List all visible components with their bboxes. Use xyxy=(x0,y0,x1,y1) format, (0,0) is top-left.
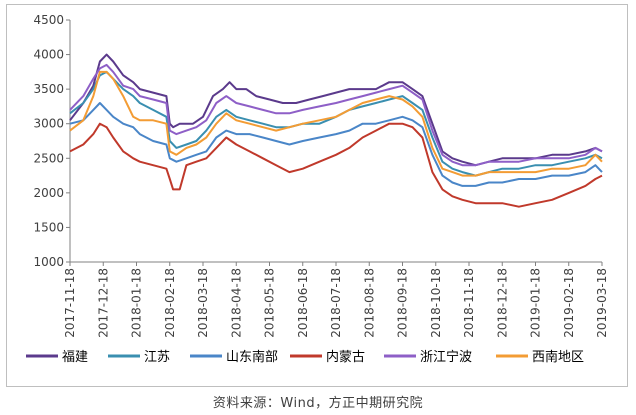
series-line-西南地区 xyxy=(69,70,603,177)
y-tick-label: 2500 xyxy=(33,151,64,165)
x-tick-label: 2019-02-18 xyxy=(562,268,576,338)
legend-label: 内蒙古 xyxy=(326,349,365,365)
x-tick-label: 2018-11-18 xyxy=(462,268,476,338)
y-tick-label: 4500 xyxy=(33,13,64,27)
x-tick-label: 2017-12-18 xyxy=(96,268,110,338)
series-layer xyxy=(69,53,603,208)
x-tick-label: 2018-08-18 xyxy=(362,268,376,338)
x-tick-label: 2018-10-18 xyxy=(429,268,443,338)
x-tick-label: 2019-03-18 xyxy=(595,268,609,338)
y-tick-label: 3000 xyxy=(33,117,64,131)
series-line-山东南部 xyxy=(69,102,603,187)
x-tick-label: 2018-04-18 xyxy=(229,268,243,338)
legend-label: 浙江宁波 xyxy=(420,349,472,365)
x-tick-label: 2018-03-18 xyxy=(196,268,210,338)
x-tick-label: 2018-06-18 xyxy=(296,268,310,338)
legend: 福建 江苏 山东南部 内蒙古 浙江宁波 西南地区 xyxy=(26,349,584,365)
legend-label: 山东南部 xyxy=(226,349,278,365)
x-tick-label: 2018-02-18 xyxy=(163,268,177,338)
legend-label: 江苏 xyxy=(144,349,170,365)
y-tick-label: 2000 xyxy=(33,186,64,200)
x-tick-label: 2018-09-18 xyxy=(396,268,410,338)
y-tick-label: 4000 xyxy=(33,48,64,62)
line-chart: 1000 1500 2000 2500 3000 3500 4000 4500 2017-11-… xyxy=(26,13,609,365)
x-tick-label: 2018-05-18 xyxy=(263,268,277,338)
x-tick-label: 2019-01-18 xyxy=(529,268,543,338)
series-line-内蒙古 xyxy=(69,122,603,208)
series-line-福建 xyxy=(69,53,603,167)
x-tick-label: 2018-07-18 xyxy=(329,268,343,338)
series-line-浙江宁波 xyxy=(69,63,603,167)
x-tick-label: 2017-11-18 xyxy=(63,268,77,338)
y-tick-label: 1000 xyxy=(33,255,64,269)
x-tick-label: 2018-12-18 xyxy=(495,268,509,338)
source-note: 资料来源：Wind，方正中期研究院 xyxy=(212,396,424,411)
y-tick-label: 1500 xyxy=(33,220,64,234)
axes: 1000 1500 2000 2500 3000 3500 4000 4500 2017-11-… xyxy=(33,13,609,338)
y-tick-label: 3500 xyxy=(33,82,64,96)
legend-label: 福建 xyxy=(62,350,88,365)
x-tick-label: 2018-01-18 xyxy=(130,268,144,338)
legend-label: 西南地区 xyxy=(532,349,584,365)
